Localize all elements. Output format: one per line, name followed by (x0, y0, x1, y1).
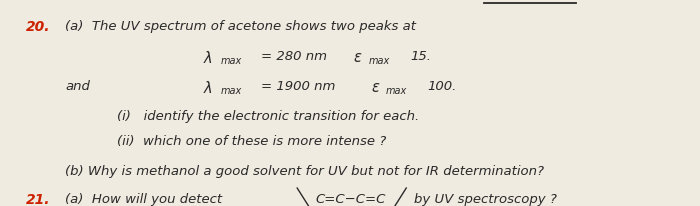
Text: (ii)  which one of these is more intense ?: (ii) which one of these is more intense … (117, 135, 386, 148)
Text: (a)  The UV spectrum of acetone shows two peaks at: (a) The UV spectrum of acetone shows two… (65, 20, 416, 33)
Text: by UV spectroscopy ?: by UV spectroscopy ? (414, 192, 556, 205)
Text: 100.: 100. (428, 79, 457, 92)
Text: $\lambda$: $\lambda$ (202, 79, 212, 95)
Text: $\varepsilon$: $\varepsilon$ (370, 79, 380, 94)
Text: = 1900 nm: = 1900 nm (261, 79, 335, 92)
Text: max: max (221, 85, 242, 95)
Text: 20.: 20. (25, 20, 50, 34)
Text: (a)  How will you detect: (a) How will you detect (65, 192, 223, 205)
Text: max: max (386, 85, 407, 95)
Text: max: max (368, 56, 390, 66)
Text: max: max (221, 56, 242, 66)
Text: $\varepsilon$: $\varepsilon$ (354, 50, 363, 65)
Text: C=C−C=C: C=C−C=C (316, 192, 386, 205)
Text: 21.: 21. (25, 192, 50, 206)
Text: $\lambda$: $\lambda$ (202, 50, 212, 66)
Text: (b) Why is methanol a good solvent for UV but not for IR determination?: (b) Why is methanol a good solvent for U… (65, 164, 545, 177)
Text: and: and (65, 79, 90, 92)
Text: (i)   identify the electronic transition for each.: (i) identify the electronic transition f… (117, 109, 419, 122)
Text: 15.: 15. (410, 50, 431, 63)
Text: = 280 nm: = 280 nm (261, 50, 327, 63)
